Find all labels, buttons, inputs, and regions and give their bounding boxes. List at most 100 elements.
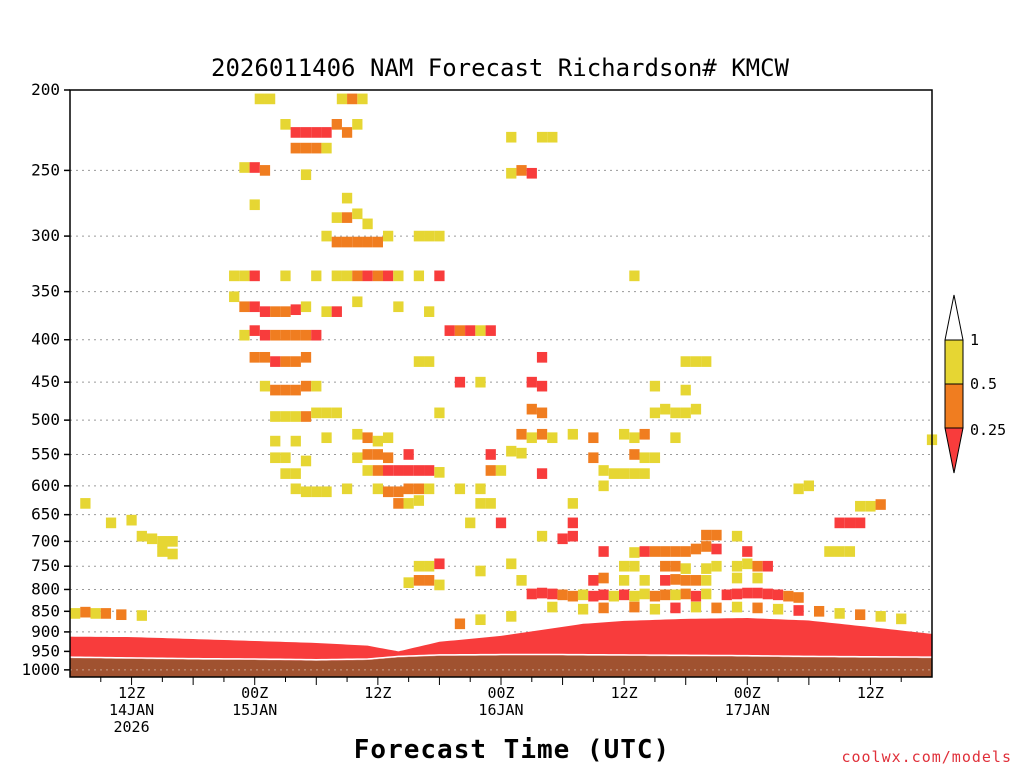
ri-cell-261 [680,575,691,586]
ri-cell-135 [588,432,599,444]
ri-cell-94 [690,356,702,367]
ri-cell-260 [670,574,681,585]
ri-cell-266 [526,588,537,600]
ri-cell-66 [321,306,332,317]
y-tick-label-900: 900 [31,622,60,641]
ri-cell-245 [711,560,722,572]
ri-cell-220 [598,546,609,557]
x-tick-label-5-1: 17JAN [725,701,770,719]
ri-cell-200 [105,517,117,529]
ri-cell-159 [372,465,383,476]
y-tick-label-200: 200 [31,80,60,99]
ri-cell-57 [629,270,640,282]
ri-cell-80 [454,325,466,336]
ri-cell-297 [136,610,147,621]
ri-cell-23 [300,169,312,181]
ri-cell-246 [731,560,743,572]
plot-frame [69,89,933,678]
ri-cell-73 [259,329,271,341]
x-tick-label-2-0: 12Z [364,684,391,702]
y-tick-label-800: 800 [31,579,60,598]
ri-cell-30 [341,212,353,223]
ri-cell-304 [690,601,702,613]
ri-cell-185 [454,483,466,495]
ri-cell-309 [793,605,804,616]
ri-cell-87 [280,356,291,367]
ri-cell-86 [270,356,281,367]
ri-cell-282 [690,590,702,602]
ri-cell-144 [352,452,363,464]
ri-cell-69 [393,301,404,313]
ri-cell-152 [588,452,599,464]
ri-cell-296 [116,609,127,621]
ri-cell-129 [382,432,394,444]
ri-cell-196 [567,498,578,509]
ri-cell-93 [680,356,691,367]
ri-cell-117 [536,407,548,419]
y-tick-label-700: 700 [31,531,60,550]
ri-cell-206 [844,517,856,529]
ri-cell-164 [424,465,435,476]
ri-cell-24 [506,167,517,179]
ri-cell-313 [875,611,886,622]
ri-cell-179 [372,483,383,495]
ri-cell-251 [413,575,425,586]
legend-bin-1 [944,383,964,429]
ri-cell-157 [290,468,301,479]
ri-cell-109 [280,411,291,422]
ri-cell-1 [264,93,276,105]
ri-cell-180 [382,486,394,498]
boundary-layer-band [70,618,932,661]
ri-cell-139 [670,432,681,444]
y-tick-label-350: 350 [31,282,60,301]
ri-cell-161 [393,465,404,476]
ri-cell-65 [300,301,312,313]
ri-cell-51 [362,270,373,282]
ri-cell-237 [475,565,486,577]
ri-cell-217 [731,530,743,542]
x-axis-title: Forecast Time (UTC) [354,735,670,765]
ri-cell-118 [649,407,661,419]
ri-cell-311 [834,608,845,619]
legend-label-2: 0.25 [970,421,1006,439]
ri-cell-47 [311,270,322,282]
ri-cell-21 [249,162,260,173]
ri-cell-131 [526,432,537,444]
ri-cell-252 [424,575,435,586]
ri-cell-298 [547,601,558,613]
ri-cell-58 [229,291,240,303]
ri-cell-225 [670,546,681,557]
ri-cell-107 [680,384,691,396]
ri-cell-22 [259,165,271,176]
ri-cell-79 [444,325,455,336]
ri-cell-268 [547,588,558,600]
ri-cell-224 [660,546,671,557]
ri-cell-302 [649,603,661,615]
ri-cell-141 [270,452,281,464]
ri-cell-231 [824,546,835,557]
ri-cell-158 [362,465,373,476]
ri-cell-125 [321,432,332,444]
ri-cell-6 [290,127,301,138]
ri-cell-287 [752,587,763,599]
ri-cell-112 [311,407,322,419]
ri-cell-218 [157,546,168,557]
ri-cell-295 [100,608,112,619]
ri-cell-136 [619,428,630,440]
legend-label-0: 1 [970,331,979,349]
ri-cell-20 [239,162,250,173]
ri-cell-0 [254,93,265,105]
ri-cell-113 [321,407,332,419]
ri-cell-209 [146,533,158,545]
ri-cell-75 [280,329,291,341]
x-tick-label-1-1: 15JAN [232,701,277,719]
ri-cell-303 [670,602,681,614]
x-tick-label-5-0: 00Z [734,684,761,702]
ri-cell-307 [752,602,763,614]
ri-cell-56 [434,270,445,282]
ri-cell-122 [690,403,702,415]
x-tick-label-0-2: 2026 [114,718,150,736]
ri-cell-14 [300,142,312,154]
ri-cell-195 [485,498,496,509]
legend-bin-0 [944,339,964,385]
